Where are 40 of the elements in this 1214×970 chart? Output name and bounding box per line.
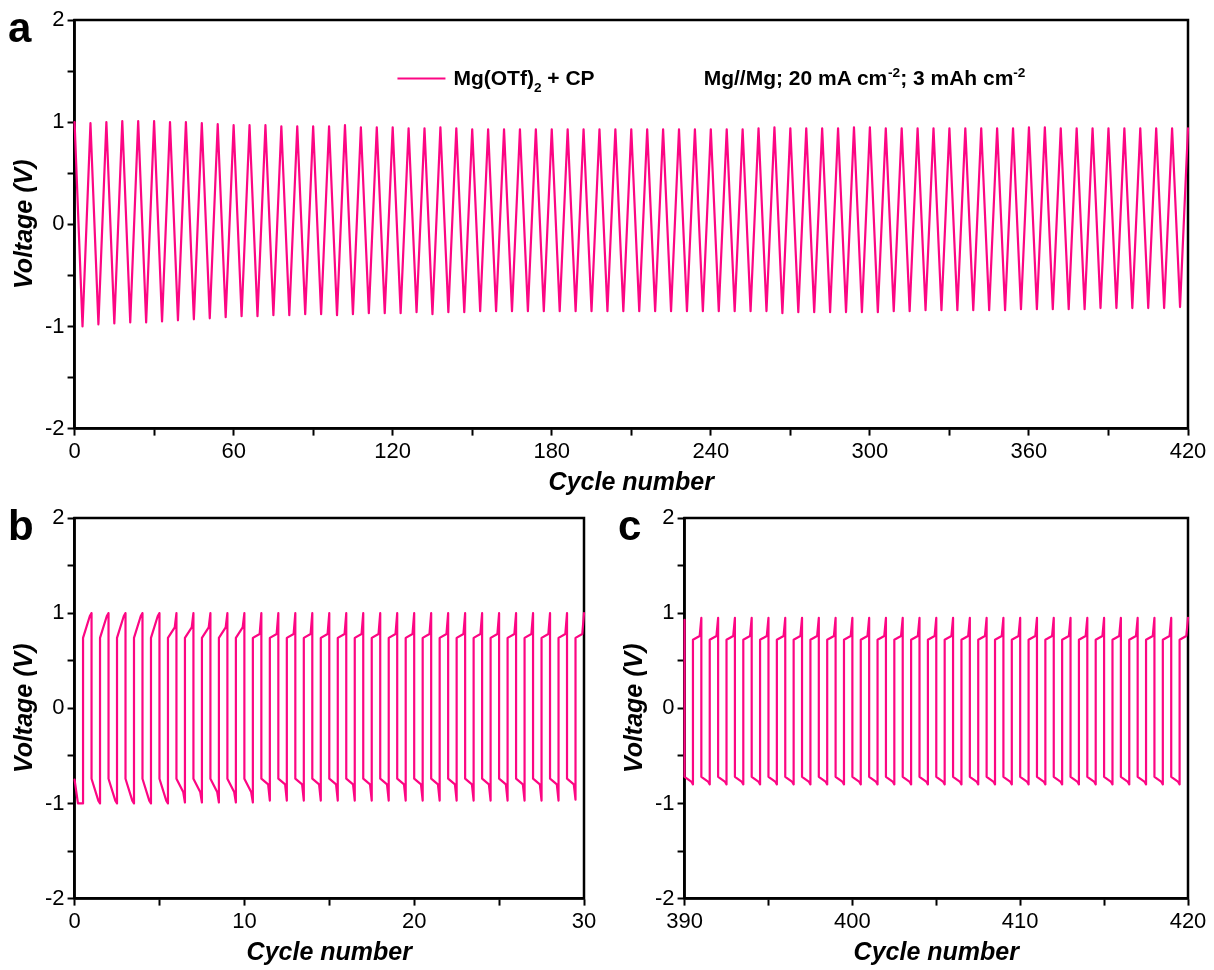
- y-tick-label: 0: [52, 210, 65, 236]
- x-tick-label: 30: [571, 907, 597, 933]
- x-tick-label: 420: [1169, 437, 1207, 463]
- x-tick-label: 180: [533, 437, 571, 463]
- chart-title: c: [618, 502, 642, 549]
- y-tick-label: 0: [662, 694, 675, 720]
- x-tick-label: 120: [374, 437, 412, 463]
- y-tick-label: -1: [655, 789, 675, 815]
- y-axis-title: Voltage (V): [618, 643, 647, 774]
- x-tick-label: 420: [1169, 907, 1207, 933]
- x-tick-label: 10: [232, 907, 257, 933]
- y-tick-label: 2: [662, 504, 675, 530]
- x-axis-title: Cycle number: [246, 936, 414, 965]
- chart-title: b: [8, 502, 34, 549]
- y-tick-label: 1: [662, 599, 675, 625]
- x-tick-label: 390: [666, 907, 703, 933]
- x-tick-label: 0: [68, 437, 81, 463]
- y-tick-label: -1: [45, 312, 65, 338]
- x-tick-label: 300: [851, 437, 889, 463]
- y-tick-label: -2: [45, 884, 65, 910]
- y-tick-label: 1: [52, 599, 65, 625]
- y-tick-label: -1: [45, 789, 65, 815]
- x-tick-label: 410: [1001, 907, 1039, 933]
- x-axis-title: Cycle number: [853, 936, 1021, 965]
- y-tick-label: 2: [52, 6, 65, 32]
- chart-title: a: [8, 4, 32, 51]
- x-tick-label: 240: [692, 437, 730, 463]
- x-axis-title: Cycle number: [548, 466, 716, 495]
- y-axis-title: Voltage (V): [8, 643, 37, 774]
- x-tick-label: 20: [401, 907, 427, 933]
- y-axis-title: Voltage (V): [8, 159, 37, 290]
- x-tick-label: 60: [221, 437, 246, 463]
- x-tick-label: 0: [68, 907, 81, 933]
- y-tick-label: 0: [52, 694, 65, 720]
- y-tick-label: 2: [52, 504, 65, 530]
- x-tick-label: 400: [834, 907, 871, 933]
- y-tick-label: 1: [52, 108, 65, 134]
- x-tick-label: 360: [1010, 437, 1048, 463]
- y-tick-label: -2: [45, 414, 65, 440]
- y-tick-label: -2: [655, 884, 675, 910]
